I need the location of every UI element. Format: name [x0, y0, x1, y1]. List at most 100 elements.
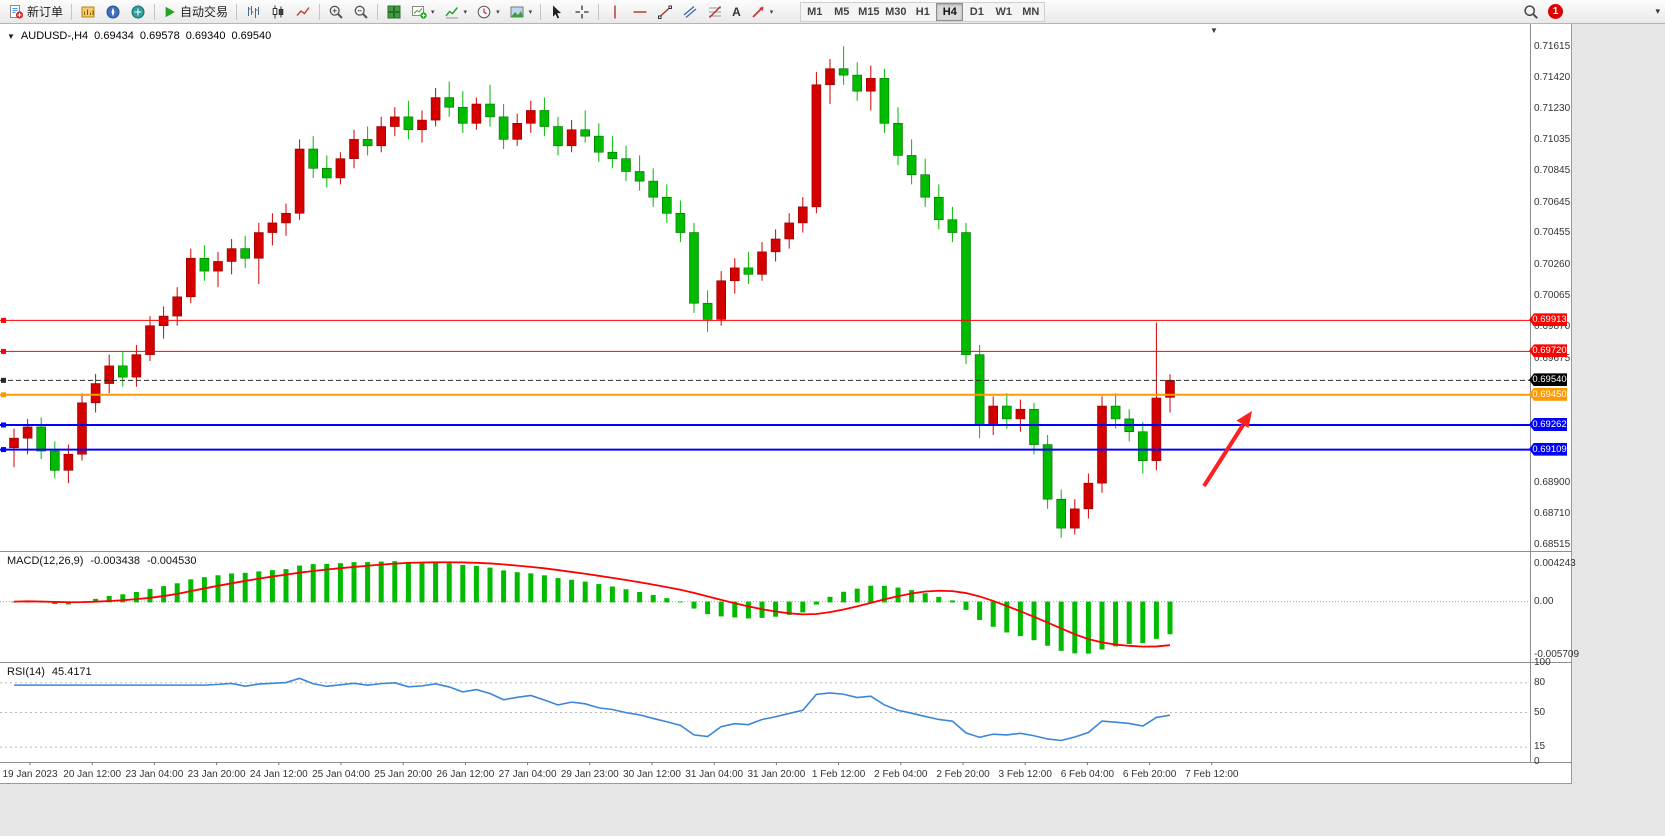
macd-axis-label-min: -0.005709 — [1534, 649, 1580, 660]
candle-bear — [49, 450, 60, 471]
candle-bear — [553, 126, 563, 147]
dropdown-caret-icon[interactable]: ▾ — [496, 8, 500, 16]
candle-bear — [893, 123, 903, 156]
timeframe-button-m30[interactable]: M30 — [882, 3, 909, 21]
candle-bull — [566, 129, 577, 147]
price-tag-0.69913: 0.69913 — [1529, 313, 1567, 327]
candle-bull — [213, 261, 223, 272]
cursor-button[interactable] — [545, 2, 569, 22]
candle-bear — [879, 78, 890, 124]
candle-bear — [485, 103, 495, 118]
candle-bear — [1042, 444, 1053, 500]
toolbar-separator — [540, 3, 542, 20]
price-line-handle[interactable] — [1, 377, 6, 383]
price-line-handle[interactable] — [1, 348, 6, 354]
timeframe-button-m1[interactable]: M1 — [801, 3, 828, 21]
chart-window: ▼ AUDUSD-,H4 0.69434 0.69578 0.69340 0.6… — [0, 24, 1572, 784]
bar-chart-icon — [248, 5, 260, 18]
vertical-line-button[interactable] — [603, 2, 627, 22]
candle-bear — [689, 232, 699, 304]
crosshair-icon — [575, 5, 589, 18]
tile-windows-button[interactable] — [382, 2, 406, 22]
timeframe-button-h1[interactable]: H1 — [909, 3, 936, 21]
rsi-value: 45.4171 — [51, 666, 92, 678]
navigator-button[interactable] — [101, 2, 125, 22]
channel-button[interactable] — [678, 2, 702, 22]
horizontal-line-button[interactable] — [628, 2, 652, 22]
rsi-axis-label: 0 — [1534, 756, 1540, 767]
templates-button[interactable]: ▾ — [505, 2, 537, 22]
rsi-line — [14, 677, 1171, 742]
time-axis-label: 29 Jan 23:00 — [560, 769, 619, 780]
candle-bear — [539, 110, 550, 127]
new-order-button[interactable]: 新订单 — [4, 2, 67, 22]
candle-bear — [1029, 408, 1039, 445]
candle-bear — [593, 135, 604, 153]
trend-arrow-head[interactable] — [1236, 411, 1253, 428]
dropdown-caret-icon[interactable]: ▾ — [769, 8, 774, 16]
price-axis-label: 0.70845 — [1534, 164, 1571, 176]
arrows-tool-button[interactable]: ▾ — [746, 2, 778, 22]
trend-arrow-annotation[interactable] — [1202, 423, 1245, 488]
crosshair-button[interactable] — [570, 2, 594, 22]
candle-bull — [376, 126, 387, 147]
macd-axis-label-max: 0.004243 — [1534, 558, 1576, 569]
chart-shift-marker-icon[interactable]: ▼ — [1210, 26, 1218, 35]
timeframe-button-w1[interactable]: W1 — [990, 3, 1017, 21]
new-chart-button[interactable]: ▾ — [407, 2, 439, 22]
candle-bull — [1083, 482, 1094, 510]
chart-symbol-period: AUDUSD-,H4 — [20, 30, 89, 42]
candlestick-button[interactable] — [266, 2, 290, 22]
candle-bear — [498, 116, 509, 140]
fibonacci-button[interactable] — [703, 2, 727, 22]
autotrading-button[interactable]: 自动交易 — [159, 2, 232, 22]
candle-bull — [104, 365, 114, 384]
market-watch-icon — [81, 6, 95, 17]
time-axis-label: 25 Jan 04:00 — [312, 769, 370, 780]
periods-button[interactable]: ▾ — [472, 2, 504, 22]
price-line-handle[interactable] — [1, 422, 6, 428]
text-tool-button[interactable]: A — [728, 2, 745, 22]
zoom-out-button[interactable] — [349, 2, 373, 22]
toolbar-overflow-chevron-icon[interactable]: ▾ — [1655, 6, 1660, 16]
toolbar-right-cluster: 1 — [1523, 4, 1563, 20]
candle-bull — [811, 84, 822, 208]
price-line-handle[interactable] — [1, 392, 6, 398]
time-axis-label: 3 Feb 12:00 — [998, 769, 1052, 780]
price-axis-label: 0.71420 — [1534, 72, 1571, 84]
price-line-handle[interactable] — [1, 447, 6, 453]
time-axis-label: 23 Jan 04:00 — [125, 769, 184, 780]
market-watch-button[interactable] — [76, 2, 100, 22]
price-tag-0.69109: 0.69109 — [1529, 442, 1567, 456]
dropdown-caret-icon[interactable]: ▾ — [528, 8, 533, 16]
chart-canvas[interactable] — [0, 24, 1572, 784]
collapse-icon[interactable]: ▼ — [7, 31, 15, 41]
search-icon[interactable] — [1523, 4, 1539, 20]
line-chart-button[interactable] — [291, 2, 315, 22]
fibonacci-icon — [709, 5, 722, 18]
price-line-handle[interactable] — [1, 317, 6, 323]
candle-bear — [308, 148, 319, 169]
dropdown-caret-icon[interactable]: ▾ — [463, 8, 468, 16]
dropdown-caret-icon[interactable]: ▾ — [431, 8, 435, 16]
trendline-button[interactable] — [653, 2, 677, 22]
main-toolbar: 新订单 自动交易 — [0, 0, 1665, 24]
time-axis-label: 6 Feb 04:00 — [1060, 769, 1115, 780]
indicators-button[interactable]: ▾ — [440, 2, 472, 22]
new-order-label: 新订单 — [27, 5, 64, 19]
autotrading-icon — [165, 6, 175, 17]
candle-bull — [512, 123, 523, 140]
terminal-button[interactable] — [126, 2, 150, 22]
timeframe-button-mn[interactable]: MN — [1017, 3, 1044, 21]
timeframe-button-d1[interactable]: D1 — [963, 3, 990, 21]
timeframe-button-m5[interactable]: M5 — [828, 3, 855, 21]
zoom-in-button[interactable] — [324, 2, 348, 22]
notification-badge[interactable]: 1 — [1548, 4, 1563, 19]
price-axis-label: 0.71035 — [1534, 134, 1571, 146]
timeframe-button-m15[interactable]: M15 — [855, 3, 882, 21]
candle-bull — [797, 206, 808, 224]
new-order-icon — [10, 4, 24, 19]
zoom-out-icon — [354, 5, 368, 19]
timeframe-button-h4[interactable]: H4 — [936, 2, 964, 21]
bar-chart-button[interactable] — [241, 2, 265, 22]
